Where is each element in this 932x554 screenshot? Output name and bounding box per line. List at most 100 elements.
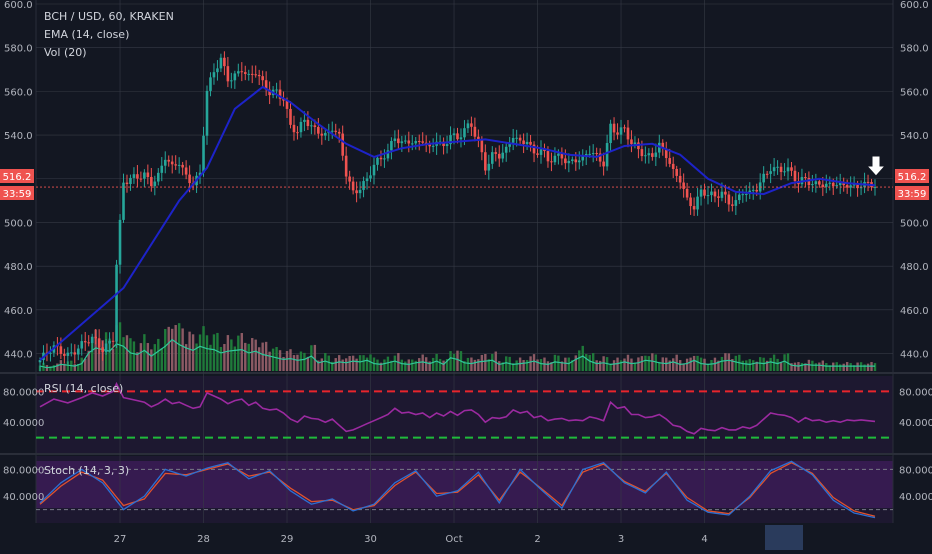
volume-bar	[818, 362, 821, 371]
candle-body	[205, 90, 209, 136]
volume-bar	[539, 359, 543, 371]
candle-body	[278, 89, 282, 99]
candle-body	[849, 185, 852, 188]
candle-body	[296, 132, 299, 134]
legend-rsi[interactable]: RSI (14, close)	[44, 382, 123, 395]
legend-symbol[interactable]: BCH / USD, 60, KRAKEN	[44, 10, 174, 23]
candle-body	[143, 172, 146, 179]
volume-bar	[814, 363, 818, 371]
candle-body	[445, 144, 449, 147]
volume-bar	[703, 358, 706, 371]
volume-bar	[195, 343, 198, 371]
volume-bar	[317, 360, 320, 371]
volume-bar	[585, 354, 588, 371]
volume-bar	[424, 357, 428, 371]
candle-body	[539, 149, 543, 155]
candle-body	[344, 155, 348, 177]
volume-bar	[278, 350, 282, 371]
volume-bar	[299, 351, 303, 371]
price-tick-left: 560.0	[4, 87, 33, 98]
volume-bar	[271, 348, 275, 371]
candle-body	[779, 166, 783, 172]
candle-body	[859, 187, 863, 189]
rsi-tick-right: 40.0000	[899, 418, 932, 429]
volume-bar	[518, 357, 522, 371]
candle-body	[383, 158, 386, 160]
volume-bar	[637, 357, 640, 371]
stoch-tick-right: 80.0000	[899, 465, 932, 476]
volume-bar	[692, 355, 696, 371]
candle-body	[574, 159, 578, 163]
volume-bar	[257, 347, 261, 371]
legend-ema[interactable]: EMA (14, close)	[44, 28, 129, 41]
volume-bar	[595, 360, 598, 371]
volume-bar	[755, 361, 758, 371]
price-badge-right: 516.2 33:59	[895, 169, 929, 200]
candle-body	[838, 182, 842, 186]
candle-body	[654, 152, 658, 157]
candle-body	[633, 142, 637, 145]
volume-bar	[804, 363, 807, 371]
candle-body	[257, 74, 261, 77]
volume-bar	[411, 359, 414, 371]
candle-body	[390, 141, 393, 151]
candle-body	[522, 140, 525, 145]
candle-body	[717, 196, 720, 198]
volume-bar	[153, 344, 157, 371]
volume-bar	[477, 359, 480, 371]
candle-body	[330, 130, 334, 132]
volume-bar	[174, 325, 177, 371]
candle-body	[163, 159, 167, 166]
candle-body	[553, 155, 557, 163]
candle-body	[400, 141, 404, 144]
candle-body	[146, 172, 150, 177]
candle-body	[348, 176, 351, 182]
volume-bar	[658, 361, 661, 371]
volume-bar	[407, 359, 410, 371]
volume-bar	[706, 363, 710, 371]
legend-stoch[interactable]: Stoch (14, 3, 3)	[44, 464, 129, 477]
volume-bar	[602, 356, 605, 371]
down-arrow-icon[interactable]	[865, 155, 887, 177]
volume-bar	[564, 357, 567, 371]
candle-body	[543, 149, 546, 152]
volume-bar	[431, 357, 435, 371]
candles-layer[interactable]	[38, 51, 877, 372]
volume-bar	[463, 361, 466, 371]
candle-body	[751, 189, 755, 191]
volume-bar	[550, 362, 553, 371]
volume-bar	[358, 355, 362, 371]
volume-bar	[720, 356, 724, 371]
volume-bar	[699, 357, 703, 371]
candle-body	[873, 187, 877, 189]
candle-body	[76, 348, 80, 355]
volume-bar	[310, 345, 313, 371]
volume-bar	[400, 359, 404, 371]
volume-bar	[640, 356, 644, 371]
candle-body	[184, 167, 188, 175]
candle-body	[417, 141, 421, 143]
rsi-line	[39, 381, 876, 435]
candle-body	[358, 189, 362, 194]
volume-bar	[66, 361, 70, 371]
candle-body	[351, 181, 355, 191]
candle-body	[452, 133, 456, 136]
candle-body	[790, 167, 793, 171]
legend-vol[interactable]: Vol (20)	[44, 46, 87, 59]
volume-bar	[52, 365, 56, 371]
candle-body	[703, 189, 706, 196]
candle-body	[515, 137, 518, 139]
candle-body	[525, 141, 529, 145]
candle-body	[188, 174, 191, 184]
volume-bar	[136, 352, 139, 371]
volume-bar	[219, 346, 223, 371]
candle-body	[230, 80, 233, 82]
candle-body	[397, 138, 400, 144]
volume-bar	[216, 332, 219, 371]
price-tick-right: 600.0	[900, 0, 929, 11]
candle-body	[518, 137, 522, 141]
candle-body	[160, 165, 164, 173]
volume-bar	[522, 360, 525, 371]
